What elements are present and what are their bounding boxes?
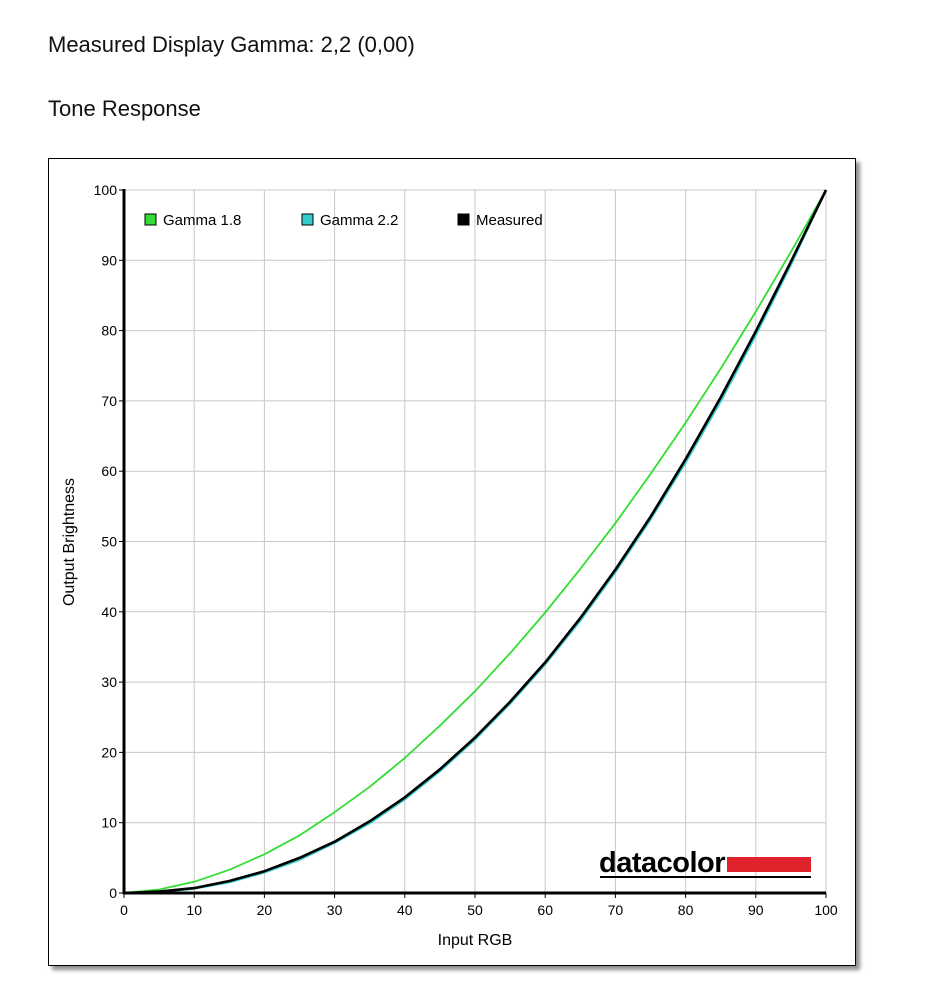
datacolor-logo-text: datacolor [599, 847, 725, 879]
y-tick-label: 20 [101, 744, 117, 760]
y-tick-label: 70 [101, 393, 117, 409]
y-tick-label: 60 [101, 463, 117, 479]
x-tick-label: 90 [748, 902, 764, 918]
series-line [123, 189, 828, 895]
legend: Gamma 1.8 Gamma 2.2 Measured [144, 212, 543, 229]
x-tick-label: 0 [120, 902, 128, 918]
datacolor-logo-bar [727, 857, 811, 872]
legend-label: Gamma 2.2 [320, 212, 398, 229]
x-tick-label: 30 [327, 902, 343, 918]
legend-swatch [457, 213, 470, 226]
y-tick-label: 10 [101, 815, 117, 831]
legend-label: Measured [476, 212, 543, 229]
legend-label: Gamma 1.8 [163, 212, 241, 229]
x-tick-label: 20 [257, 902, 273, 918]
y-axis-title: Output Brightness [61, 478, 78, 606]
series-line [123, 189, 827, 894]
tone-response-title: Tone Response [48, 96, 201, 121]
x-tick-label: 50 [467, 902, 483, 918]
chart-svg: 0 10 20 30 40 50 60 70 80 90 100 0 10 20 30 40 50 60 70 80 9… [61, 182, 838, 949]
y-tick-label: 40 [101, 604, 117, 620]
x-tick-label: 40 [397, 902, 413, 918]
series-lines [123, 189, 828, 895]
x-tick-label: 80 [678, 902, 694, 918]
datacolor-logo: datacolor [599, 847, 811, 879]
x-tick-label: 100 [814, 902, 838, 918]
x-tick-label: 10 [186, 902, 202, 918]
tick-labels: 0 10 20 30 40 50 60 70 80 90 100 0 10 20 30 40 50 60 70 80 9… [94, 182, 838, 918]
legend-swatch [301, 213, 314, 226]
y-tick-label: 0 [109, 885, 117, 901]
y-tick-label: 50 [101, 534, 117, 550]
grid [124, 189, 827, 893]
y-tick-label: 80 [101, 323, 117, 339]
x-tick-label: 60 [537, 902, 553, 918]
x-tick-label: 70 [608, 902, 624, 918]
legend-swatch [144, 213, 157, 226]
x-axis-title: Input RGB [438, 932, 513, 949]
series-line [123, 189, 827, 894]
y-tick-label: 90 [101, 252, 117, 268]
y-tick-label: 100 [94, 182, 118, 198]
tone-response-chart: 0 10 20 30 40 50 60 70 80 90 100 0 10 20 30 40 50 60 70 80 9… [48, 158, 856, 966]
measured-gamma-text: Measured Display Gamma: 2,2 (0,00) [48, 32, 415, 57]
y-tick-label: 30 [101, 674, 117, 690]
